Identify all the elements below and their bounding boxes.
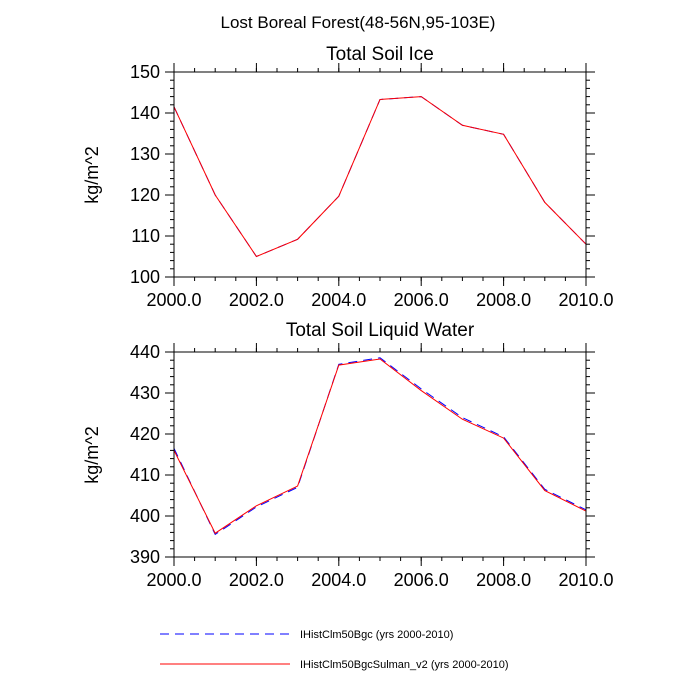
y-tick-label: 440 bbox=[130, 342, 160, 362]
y-tick-label: 390 bbox=[130, 547, 160, 567]
ticks-layer: 2000.0 2002.0 2004.0 2006.0 2008.0 2010.0 100 1… bbox=[130, 62, 614, 310]
panel-title: Total Soil Ice bbox=[326, 44, 434, 65]
legend-label: IHistClm50BgcSulman_v2 (yrs 2000-2010) bbox=[300, 659, 508, 671]
series-line bbox=[173, 357, 587, 536]
series-layer bbox=[173, 357, 587, 536]
y-tick-label: 140 bbox=[130, 103, 160, 123]
y-tick-label: 130 bbox=[130, 144, 160, 164]
x-tick-label: 2000.0 bbox=[146, 290, 201, 310]
x-tick-label: 2010.0 bbox=[558, 570, 613, 590]
y-tick-label: 150 bbox=[130, 62, 160, 82]
series-layer bbox=[173, 96, 587, 258]
x-tick-label: 2002.0 bbox=[229, 570, 284, 590]
plot-frame bbox=[173, 71, 587, 278]
plot-frame bbox=[173, 351, 587, 558]
x-tick-label: 2008.0 bbox=[476, 570, 531, 590]
y-axis-label: kg/m^2 bbox=[82, 146, 102, 203]
series-line bbox=[173, 358, 587, 534]
x-tick-label: 2002.0 bbox=[229, 290, 284, 310]
y-tick-label: 400 bbox=[130, 506, 160, 526]
panel-title: Total Soil Liquid Water bbox=[286, 320, 475, 341]
figure-title: Lost Boreal Forest(48-56N,95-103E) bbox=[221, 13, 496, 32]
y-tick-label: 100 bbox=[130, 267, 160, 287]
x-tick-label: 2000.0 bbox=[146, 570, 201, 590]
legend-label: IHistClm50Bgc (yrs 2000-2010) bbox=[300, 629, 453, 641]
y-tick-label: 120 bbox=[130, 185, 160, 205]
x-tick-label: 2008.0 bbox=[476, 290, 531, 310]
x-tick-label: 2006.0 bbox=[394, 290, 449, 310]
x-tick-label: 2010.0 bbox=[558, 290, 613, 310]
y-axis-label: kg/m^2 bbox=[82, 426, 102, 483]
chart-panel-soil-liquid-water: Total Soil Liquid Water kg/m^2 2000.0 200… bbox=[82, 320, 614, 590]
y-tick-label: 430 bbox=[130, 383, 160, 403]
series-line bbox=[173, 96, 587, 258]
chart-panel-soil-ice: Total Soil Ice kg/m^2 2000.0 2002.0 2004.0… bbox=[82, 44, 614, 310]
series-line bbox=[173, 96, 587, 258]
y-tick-label: 110 bbox=[131, 226, 160, 246]
legend: IHistClm50Bgc (yrs 2000-2010) IHistClm50… bbox=[160, 629, 508, 671]
x-tick-label: 2004.0 bbox=[311, 290, 366, 310]
x-tick-label: 2006.0 bbox=[394, 570, 449, 590]
y-tick-label: 420 bbox=[130, 424, 160, 444]
ticks-layer: 2000.0 2002.0 2004.0 2006.0 2008.0 2010.0 390 4… bbox=[130, 342, 614, 590]
x-tick-label: 2004.0 bbox=[311, 570, 366, 590]
y-tick-label: 410 bbox=[130, 465, 160, 485]
